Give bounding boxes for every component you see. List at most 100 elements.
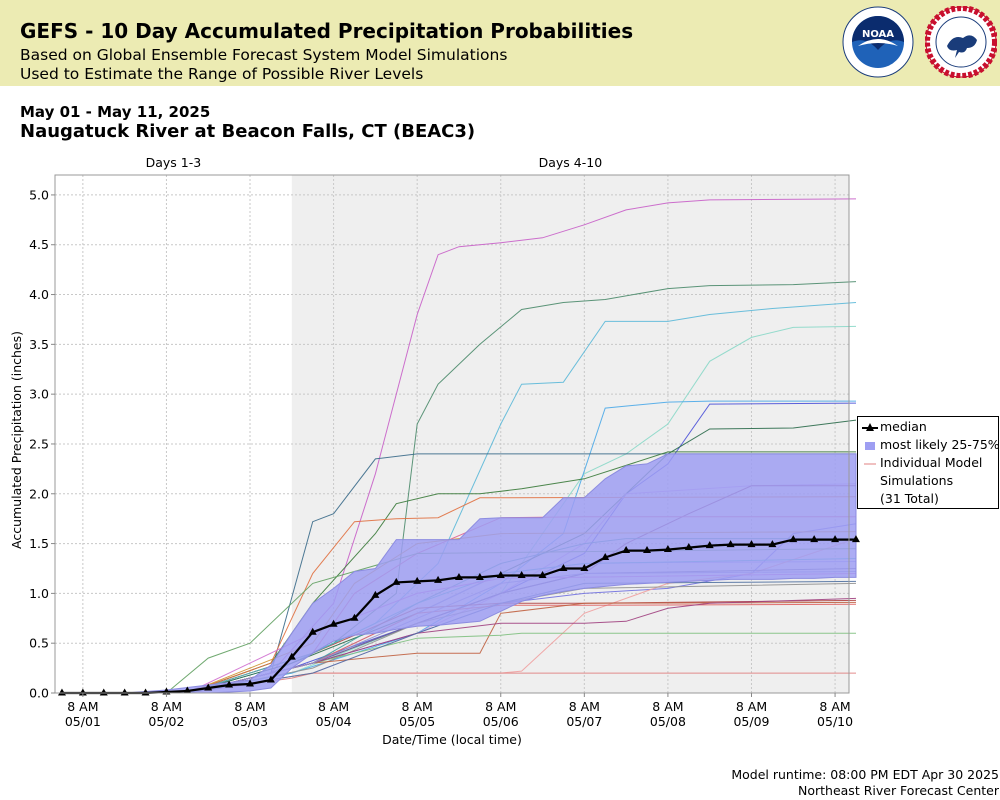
median-point — [57, 688, 66, 696]
median-point — [496, 570, 505, 578]
y-axis-label: Accumulated Precipitation (inches) — [9, 331, 24, 549]
x-tick-date-label: 05/01 — [65, 714, 101, 729]
median-point — [183, 686, 192, 694]
median-point — [663, 545, 672, 553]
median-point — [559, 563, 568, 571]
subtitle-purpose: Used to Estimate the Range of Possible R… — [20, 65, 424, 83]
x-tick-date-label: 05/10 — [817, 714, 853, 729]
median-point — [580, 563, 589, 571]
median-point — [831, 535, 840, 543]
median-point — [454, 572, 463, 580]
median-swatch — [862, 423, 878, 431]
median-point — [726, 540, 735, 548]
y-tick-label: 2.0 — [29, 486, 49, 501]
median-point — [747, 540, 756, 548]
x-tick-time-label: 8 AM — [485, 699, 516, 714]
x-tick-date-label: 05/05 — [399, 714, 435, 729]
median-point — [705, 541, 714, 549]
x-axis-label: Date/Time (local time) — [382, 732, 522, 747]
x-tick-time-label: 8 AM — [151, 699, 182, 714]
median-point — [684, 543, 693, 551]
y-tick-label: 1.0 — [29, 586, 49, 601]
model-simulation-line — [187, 198, 857, 694]
header-banner: GEFS - 10 Day Accumulated Precipitation … — [0, 0, 1000, 86]
median-point — [266, 675, 275, 683]
model-simulation-line — [187, 597, 857, 694]
median-point — [517, 570, 526, 578]
region-labels: Days 1-3 Days 4-10 — [146, 155, 603, 170]
page-title: GEFS - 10 Day Accumulated Precipitation … — [20, 19, 634, 43]
x-tick-time-label: 8 AM — [652, 699, 683, 714]
y-tick-label: 4.0 — [29, 287, 49, 302]
date-range: May 01 - May 11, 2025 — [20, 103, 211, 121]
region-label: Days 1-3 — [146, 155, 202, 170]
legend-label-simulations: Simulations — [880, 473, 954, 488]
median-point — [392, 577, 401, 585]
median-point — [225, 680, 234, 688]
median-point — [141, 688, 150, 696]
y-tick-label: 5.0 — [29, 187, 49, 202]
median-point — [204, 683, 213, 691]
median-point — [643, 546, 652, 554]
x-tick-date-label: 05/03 — [232, 714, 268, 729]
y-tick-label: 2.5 — [29, 436, 49, 451]
x-tick-time-label: 8 AM — [318, 699, 349, 714]
y-tick-label: 3.5 — [29, 337, 49, 352]
median-point — [99, 688, 108, 696]
median-point — [622, 546, 631, 554]
nws-logo — [925, 6, 997, 78]
legend: median most likely 25-75% Individual Mod… — [857, 416, 1000, 509]
x-tick-time-label: 8 AM — [736, 699, 767, 714]
median-point — [371, 590, 380, 598]
median-point — [851, 535, 860, 543]
legend-label-total: (31 Total) — [880, 491, 939, 506]
x-tick-date-label: 05/04 — [316, 714, 352, 729]
median-point — [810, 535, 819, 543]
legend-label-individual: Individual Model — [880, 455, 983, 470]
x-tick-date-label: 05/08 — [650, 714, 686, 729]
median-point — [434, 575, 443, 583]
median-point — [601, 553, 610, 561]
legend-label-band: most likely 25-75% — [880, 437, 1000, 452]
x-tick-date-label: 05/09 — [733, 714, 769, 729]
region-label: Days 4-10 — [539, 155, 603, 170]
x-tick-time-label: 8 AM — [234, 699, 265, 714]
median-point — [120, 688, 129, 696]
model-runtime: Model runtime: 08:00 PM EDT Apr 30 2025 — [731, 767, 999, 782]
median-point — [768, 540, 777, 548]
x-tick-date-label: 05/07 — [566, 714, 602, 729]
station-name: Naugatuck River at Beacon Falls, CT (BEA… — [20, 121, 476, 142]
x-tick-time-label: 8 AM — [819, 699, 850, 714]
individual-swatch — [864, 463, 876, 465]
median-point — [475, 572, 484, 580]
y-tick-label: 0.0 — [29, 686, 49, 701]
median-point — [287, 652, 296, 660]
x-tick-time-label: 8 AM — [67, 699, 98, 714]
median-series — [57, 535, 860, 696]
y-axis: 0.0 0.5 1.0 1.5 2.0 2.5 3.0 3.5 4.0 4.5 5.0 — [29, 187, 55, 701]
y-tick-label: 3.0 — [29, 387, 49, 402]
median-point — [350, 613, 359, 621]
median-point — [246, 679, 255, 687]
x-tick-time-label: 8 AM — [569, 699, 600, 714]
x-tick-time-label: 8 AM — [402, 699, 433, 714]
forecast-center: Northeast River Forecast Center — [798, 783, 999, 798]
y-tick-label: 4.5 — [29, 237, 49, 252]
precipitation-chart: 0.00.51.01.52.02.53.03.54.04.55.0 8 AM05… — [9, 155, 860, 747]
median-point — [789, 535, 798, 543]
y-tick-label: 1.5 — [29, 536, 49, 551]
median-point — [413, 576, 422, 584]
subtitle-model: Based on Global Ensemble Forecast System… — [20, 46, 508, 64]
median-point — [308, 627, 317, 635]
noaa-logo: NOAA — [842, 6, 914, 78]
median-point — [78, 688, 87, 696]
median-point — [329, 619, 338, 627]
x-tick-date-label: 05/06 — [483, 714, 519, 729]
legend-label-median: median — [880, 419, 927, 434]
median-point — [538, 570, 547, 578]
model-simulation-line — [187, 496, 857, 694]
band-swatch — [865, 442, 875, 450]
noaa-logo-text: NOAA — [862, 29, 894, 40]
y-tick-label: 0.5 — [29, 636, 49, 651]
